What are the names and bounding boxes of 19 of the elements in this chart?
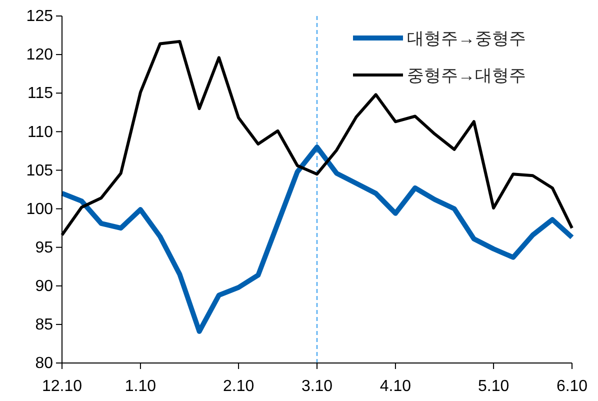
y-tick-label: 125 (26, 8, 54, 26)
x-tick-label: 2.10 (222, 378, 254, 396)
y-tick-label: 95 (35, 239, 54, 256)
y-tick-label: 105 (26, 162, 54, 180)
y-tick-label: 90 (35, 278, 54, 296)
y-tick-label: 85 (35, 316, 54, 334)
x-tick-label: 5.10 (478, 378, 510, 396)
y-tick-label: 115 (27, 85, 54, 102)
legend-label: 중형주→대형주 (407, 66, 526, 85)
y-tick-label: 110 (27, 124, 54, 141)
x-tick-label: 4.10 (380, 378, 412, 396)
legend-label: 대형주→중형주 (407, 28, 526, 48)
y-tick-label: 80 (35, 355, 54, 372)
x-tick-label: 1.10 (124, 378, 156, 396)
x-tick-label: 6.10 (556, 378, 588, 396)
y-tick-label: 120 (26, 46, 54, 64)
x-tick-label: 12.10 (42, 378, 82, 396)
x-tick-label: 3.10 (301, 378, 333, 396)
y-tick-label: 100 (26, 200, 54, 218)
